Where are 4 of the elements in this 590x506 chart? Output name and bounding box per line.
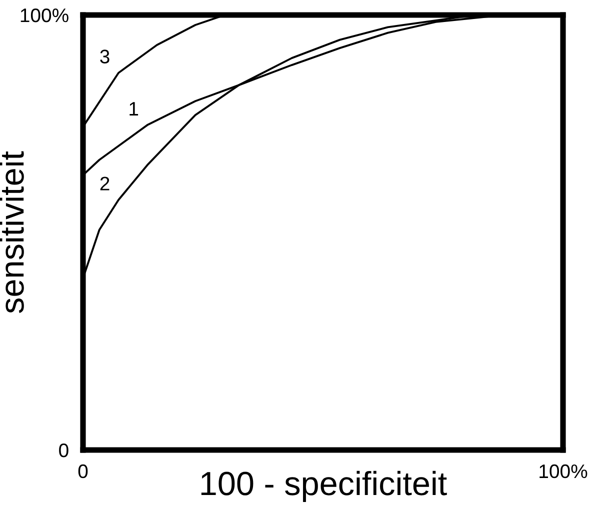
x-axis-title: 100 - specificiteit: [201, 470, 447, 502]
series-label: 3: [100, 50, 110, 64]
series-label: 1: [130, 102, 138, 116]
series-label: 2: [100, 176, 110, 190]
